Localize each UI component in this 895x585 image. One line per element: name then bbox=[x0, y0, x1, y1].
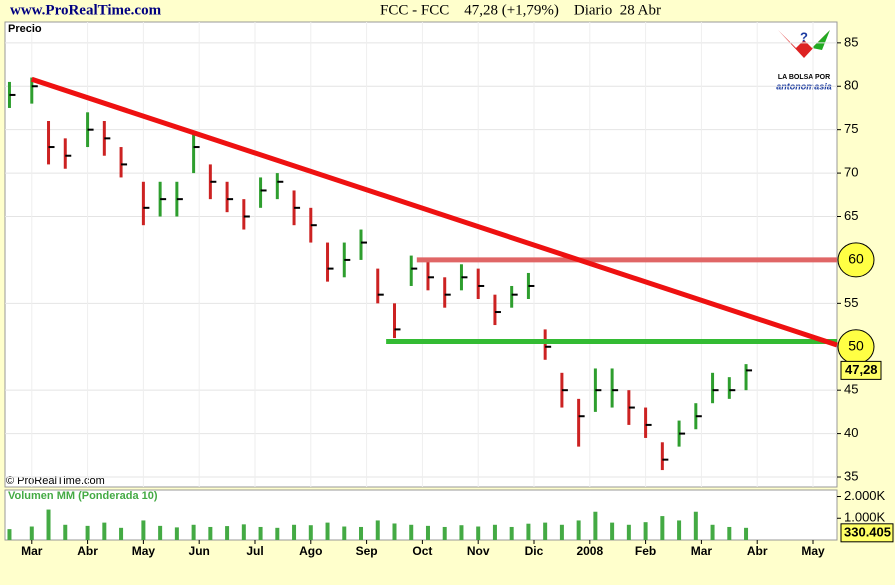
volume-bar bbox=[292, 524, 297, 540]
x-tick-label: Jun bbox=[189, 544, 210, 558]
volume-bar bbox=[158, 525, 163, 540]
x-tick-label: Jul bbox=[246, 544, 263, 558]
volume-bar bbox=[225, 526, 230, 540]
volume-bar bbox=[409, 524, 414, 540]
x-tick-label: Ago bbox=[299, 544, 322, 558]
volume-label: Volumen MM (Ponderada 10) bbox=[8, 490, 158, 502]
x-tick-label: Abr bbox=[77, 544, 98, 558]
x-tick-label: Abr bbox=[747, 544, 768, 558]
volume-bar bbox=[442, 526, 447, 540]
volume-bar bbox=[693, 511, 698, 540]
volume-bar bbox=[526, 523, 531, 540]
volume-bar bbox=[119, 527, 124, 540]
logo-shape bbox=[812, 30, 830, 50]
volume-bar bbox=[476, 526, 481, 540]
volume-bar bbox=[660, 516, 665, 540]
trend-line bbox=[31, 76, 838, 348]
volume-bar bbox=[509, 526, 514, 540]
logo-shape bbox=[778, 30, 830, 58]
volume-bar bbox=[308, 525, 313, 540]
volume-bar bbox=[425, 525, 430, 540]
last-volume-box bbox=[840, 523, 894, 543]
y-tick-label: 40 bbox=[844, 425, 858, 440]
y-tick-label: 55 bbox=[844, 295, 858, 310]
volume-bar bbox=[7, 529, 12, 540]
last-price-box bbox=[840, 360, 882, 380]
volume-bar bbox=[744, 527, 749, 540]
level-label: 60 bbox=[848, 251, 864, 267]
volume-bar bbox=[727, 526, 732, 540]
site: www.ProRealTime.com bbox=[10, 2, 162, 18]
volume-bar bbox=[543, 522, 548, 540]
volume-bar bbox=[375, 520, 380, 540]
volume-bar bbox=[208, 526, 213, 540]
volume-bar bbox=[643, 522, 648, 540]
x-tick-label: Sep bbox=[356, 544, 378, 558]
y-tick-label: 80 bbox=[844, 78, 858, 93]
y-tick-label: 2.000K bbox=[844, 488, 886, 503]
volume-bar bbox=[258, 526, 263, 540]
volume-bar bbox=[626, 524, 631, 540]
x-tick-label: Oct bbox=[412, 544, 432, 558]
volume-bar bbox=[710, 524, 715, 540]
last-price-label: 47,28 bbox=[845, 362, 878, 377]
volume-bar bbox=[325, 522, 330, 540]
volume-bar bbox=[359, 526, 364, 540]
volume-bar bbox=[342, 526, 347, 540]
volume-bar bbox=[63, 524, 68, 540]
volume-bar bbox=[241, 524, 246, 540]
y-tick-label: 70 bbox=[844, 165, 858, 180]
y-tick-label: 1.000K bbox=[844, 510, 886, 525]
x-tick-label: Mar bbox=[691, 544, 713, 558]
x-tick-label: Feb bbox=[635, 544, 656, 558]
x-tick-label: Dic bbox=[525, 544, 544, 558]
y-tick-label: 85 bbox=[844, 34, 858, 49]
volume-bar bbox=[174, 527, 179, 540]
copyright: © ProRealTime.com bbox=[6, 475, 105, 487]
volume-bar bbox=[559, 524, 564, 540]
volume-bar bbox=[492, 524, 497, 540]
x-tick-label: May bbox=[801, 544, 825, 558]
volume-bar bbox=[593, 511, 598, 540]
volume-bar bbox=[102, 522, 107, 540]
panel-label: Precio bbox=[8, 23, 42, 35]
volume-bar bbox=[677, 520, 682, 540]
last-volume-label: 330.405 bbox=[844, 524, 891, 539]
y-tick-label: 75 bbox=[844, 121, 858, 136]
logo-text: LA BOLSA POR bbox=[778, 74, 830, 81]
volume-bar bbox=[29, 526, 34, 540]
level-marker bbox=[837, 242, 875, 278]
x-tick-label: Mar bbox=[21, 544, 43, 558]
x-tick-label: Nov bbox=[467, 544, 490, 558]
y-tick-label: 45 bbox=[844, 382, 858, 397]
quote: FCC - FCC 47,28 (+1,79%) Diario 28 Abr bbox=[380, 2, 661, 18]
volume-bar bbox=[191, 524, 196, 540]
volume-bar bbox=[459, 525, 464, 540]
logo-mark: ? bbox=[800, 29, 808, 44]
x-tick-label: May bbox=[132, 544, 156, 558]
level-label: 50 bbox=[848, 337, 864, 353]
volume-bar bbox=[141, 520, 146, 540]
volume-bar bbox=[576, 520, 581, 540]
y-tick-label: 35 bbox=[844, 468, 858, 483]
volume-bar bbox=[85, 525, 90, 540]
volume-bar bbox=[610, 522, 615, 540]
volume-bar bbox=[275, 527, 280, 540]
price-panel bbox=[4, 21, 838, 488]
x-tick-label: 2008 bbox=[576, 544, 603, 558]
volume-bar bbox=[46, 509, 51, 540]
volume-bar bbox=[392, 523, 397, 540]
y-tick-label: 65 bbox=[844, 208, 858, 223]
